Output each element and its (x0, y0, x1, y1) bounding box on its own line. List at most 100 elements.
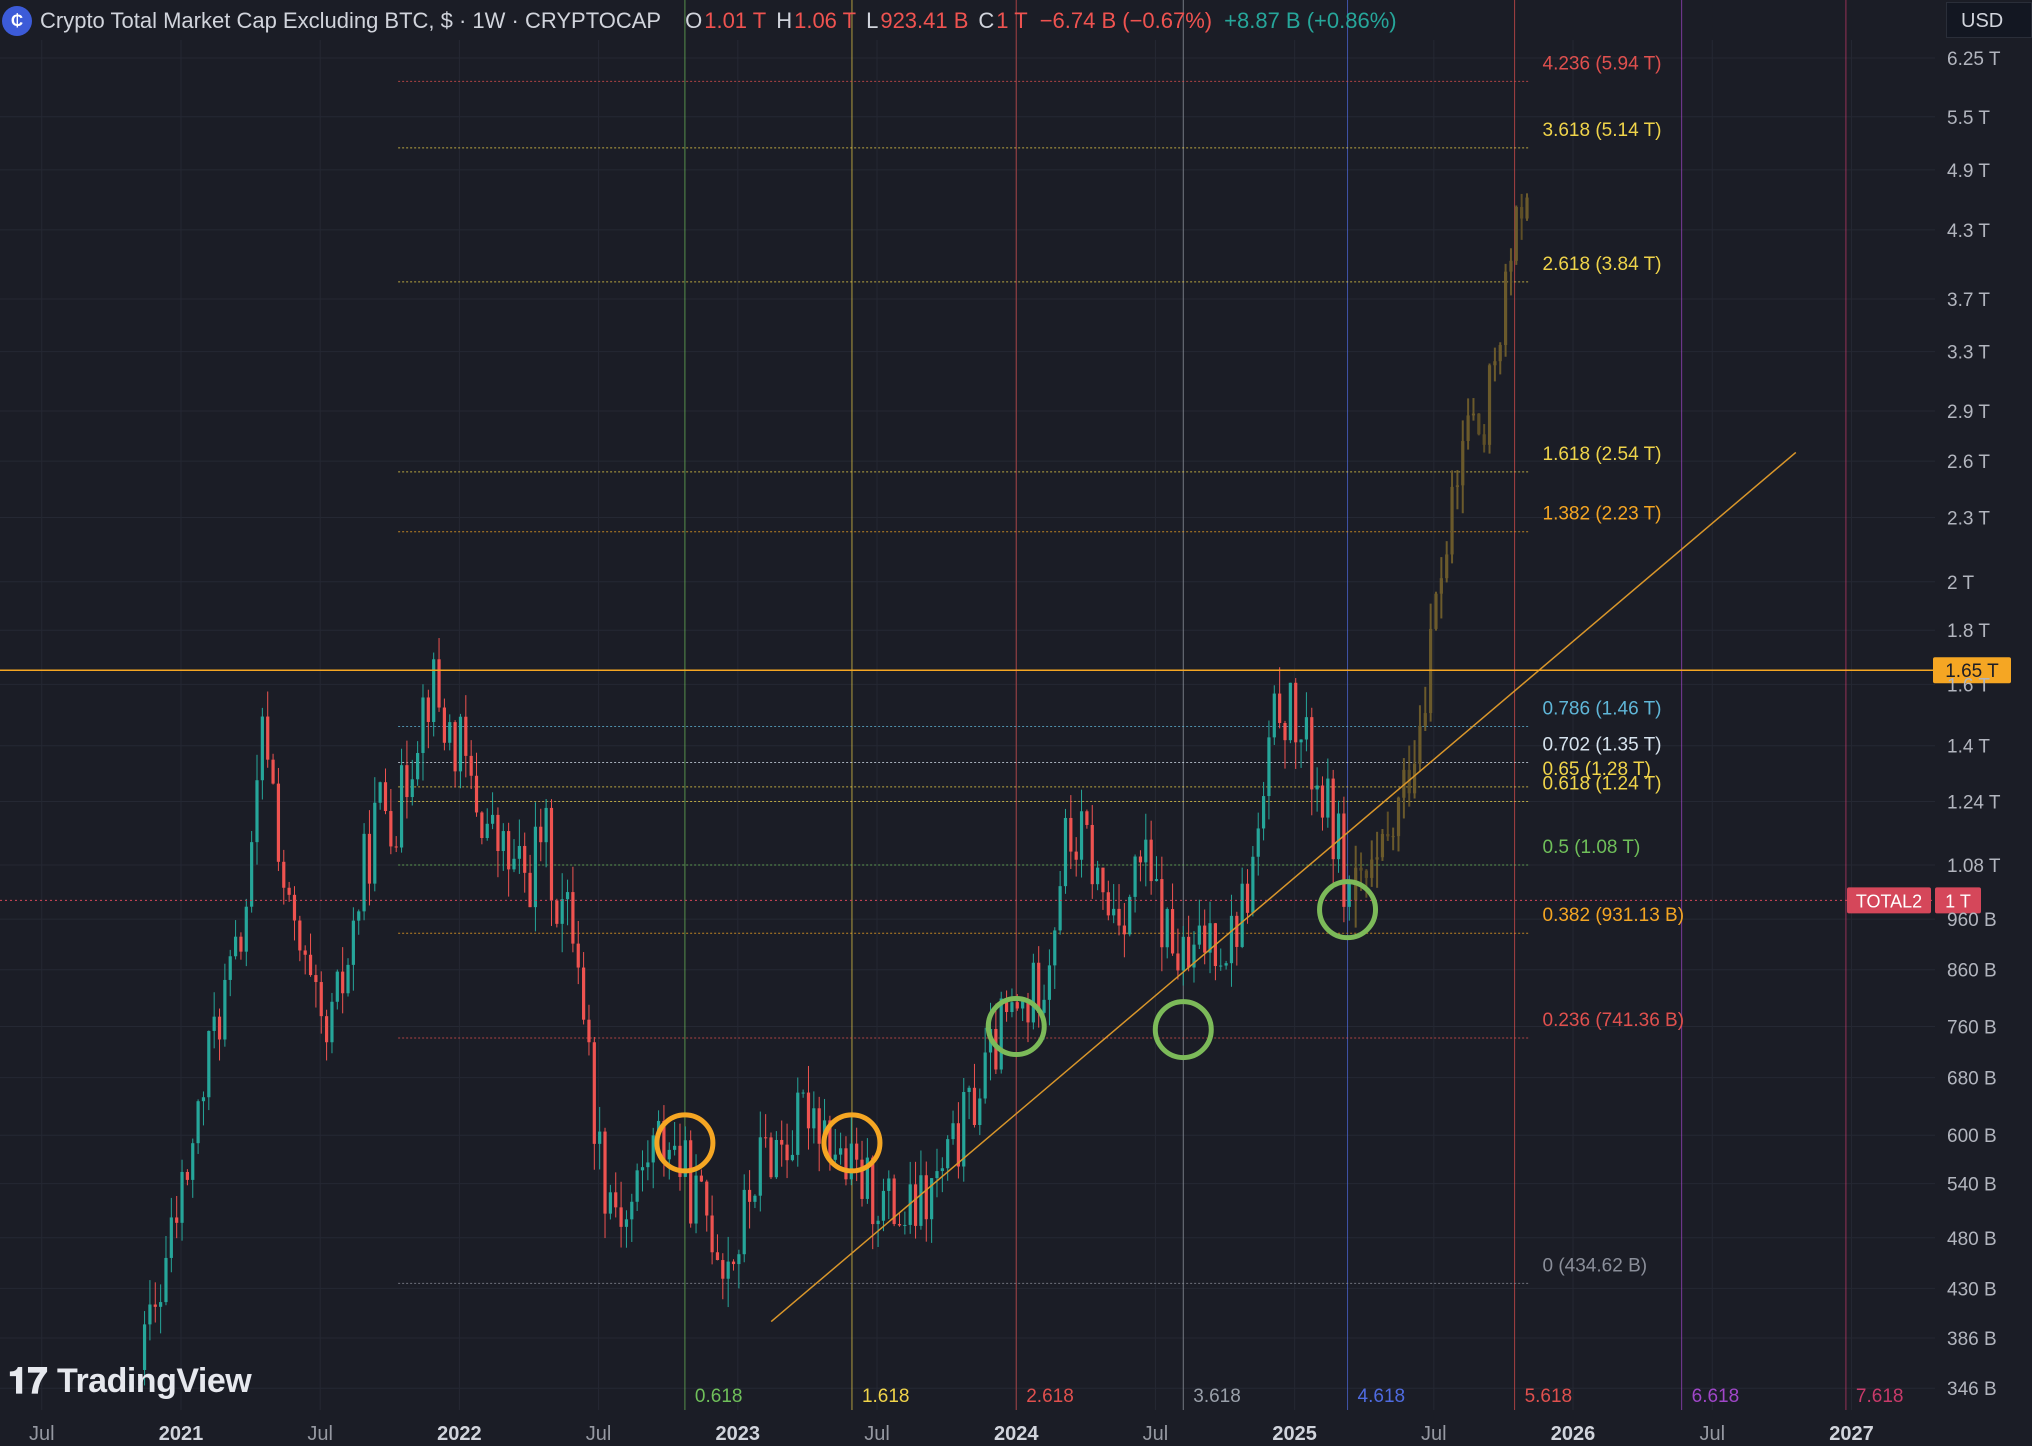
candle (490, 814, 495, 824)
candle (319, 982, 323, 1017)
candle (1331, 778, 1335, 860)
candle (1085, 811, 1089, 825)
candle (325, 1016, 329, 1043)
currency-button[interactable]: USD (1946, 2, 2032, 38)
candle (935, 1171, 939, 1179)
candle (416, 753, 420, 780)
candle (1154, 879, 1159, 882)
candle (651, 1135, 655, 1163)
candle (967, 1087, 971, 1092)
candle (250, 842, 254, 907)
candle (437, 659, 441, 708)
candle (458, 716, 463, 772)
candle (1197, 925, 1201, 945)
symbol-title[interactable]: Crypto Total Market Cap Excluding BTC, $… (40, 8, 662, 33)
price-axis-label: 540 B (1947, 1175, 1997, 1196)
candle (769, 1137, 773, 1178)
projection-candle (1391, 836, 1395, 838)
candle (855, 1143, 859, 1160)
candle (426, 697, 430, 723)
candle (983, 1052, 987, 1099)
candle (1010, 1002, 1014, 1012)
candle (474, 775, 479, 813)
fib-level-label: 0.382 (931.13 B) (1543, 905, 1685, 926)
candle (244, 906, 248, 952)
candle (533, 826, 538, 908)
candle (731, 1261, 736, 1265)
candle (421, 697, 425, 754)
candle (228, 956, 232, 980)
candle (624, 1219, 629, 1227)
candle (667, 1149, 671, 1160)
projection-candle (1364, 870, 1368, 878)
candle (399, 765, 404, 848)
projection-candle (1359, 867, 1363, 871)
price-axis-label: 3.7 T (1947, 290, 1990, 311)
candle (196, 1101, 200, 1144)
projection-candle (1498, 345, 1502, 362)
candle (1304, 717, 1309, 740)
projection-candle (1514, 207, 1518, 261)
candle (892, 1178, 896, 1225)
candle (191, 1143, 195, 1180)
high-label: H (776, 8, 793, 33)
candle (630, 1201, 634, 1220)
highlight-circle (821, 1112, 883, 1174)
candle (598, 1131, 602, 1144)
candle (1320, 785, 1325, 818)
candle (1170, 909, 1175, 954)
fib-time-zone-label: 2.618 (1026, 1386, 1074, 1407)
candle (737, 1254, 741, 1265)
fib-level-label: 3.618 (5.14 T) (1543, 120, 1662, 141)
time-axis-label: Jul (586, 1423, 612, 1445)
candle (169, 1217, 173, 1258)
projection-candle (1375, 857, 1379, 860)
time-axis-label: Jul (1421, 1423, 1447, 1445)
low-value: 923.41 B (880, 8, 969, 33)
price-axis-label: 386 B (1947, 1329, 1997, 1350)
candle (1256, 828, 1260, 857)
candle (715, 1252, 720, 1261)
candle (635, 1170, 639, 1202)
candle (694, 1175, 698, 1224)
candle (796, 1092, 800, 1155)
candle (410, 779, 414, 798)
price-axis-label: 5.5 T (1947, 108, 1990, 129)
time-axis-label: Jul (1143, 1423, 1169, 1445)
candle (619, 1207, 623, 1227)
candle (1208, 923, 1212, 953)
price-axis-label: 6.25 T (1947, 49, 2001, 70)
projection-candle (1402, 769, 1406, 798)
price-axis-label: 600 B (1947, 1126, 1997, 1147)
projection-candle (1418, 725, 1422, 764)
candle (903, 1224, 907, 1226)
candle (828, 1120, 832, 1160)
price-axis-label: 860 B (1947, 961, 1997, 982)
projection-candle (1520, 207, 1524, 219)
candle (913, 1184, 918, 1226)
candle (678, 1145, 682, 1177)
current-price-badge (1935, 887, 1981, 914)
cryptocap-logo-icon[interactable]: ₵ (2, 6, 32, 36)
candle (544, 807, 548, 843)
symbol-header: ₵ Crypto Total Market Cap Excluding BTC,… (0, 0, 1397, 42)
time-axis-label: 2027 (1829, 1423, 1874, 1445)
fib-level-label: 0.618 (1.24 T) (1543, 774, 1662, 795)
candle (1229, 915, 1234, 964)
candle (201, 1097, 206, 1102)
candle (164, 1257, 168, 1303)
candle (308, 954, 313, 976)
candle (1299, 739, 1303, 743)
candle (453, 722, 457, 772)
highlight-circle (985, 996, 1047, 1058)
candle (1079, 811, 1084, 860)
projection-candle (1482, 434, 1486, 445)
tradingview-mark-icon: 𝟏𝟕 (8, 1360, 48, 1401)
price-axis-label: 1.6 T (1947, 675, 1990, 696)
price-axis-label: 1.8 T (1947, 621, 1990, 642)
candle (1240, 883, 1244, 947)
time-axis-label: 2025 (1272, 1423, 1317, 1445)
projection-candle (1407, 769, 1411, 794)
candle (496, 814, 500, 852)
